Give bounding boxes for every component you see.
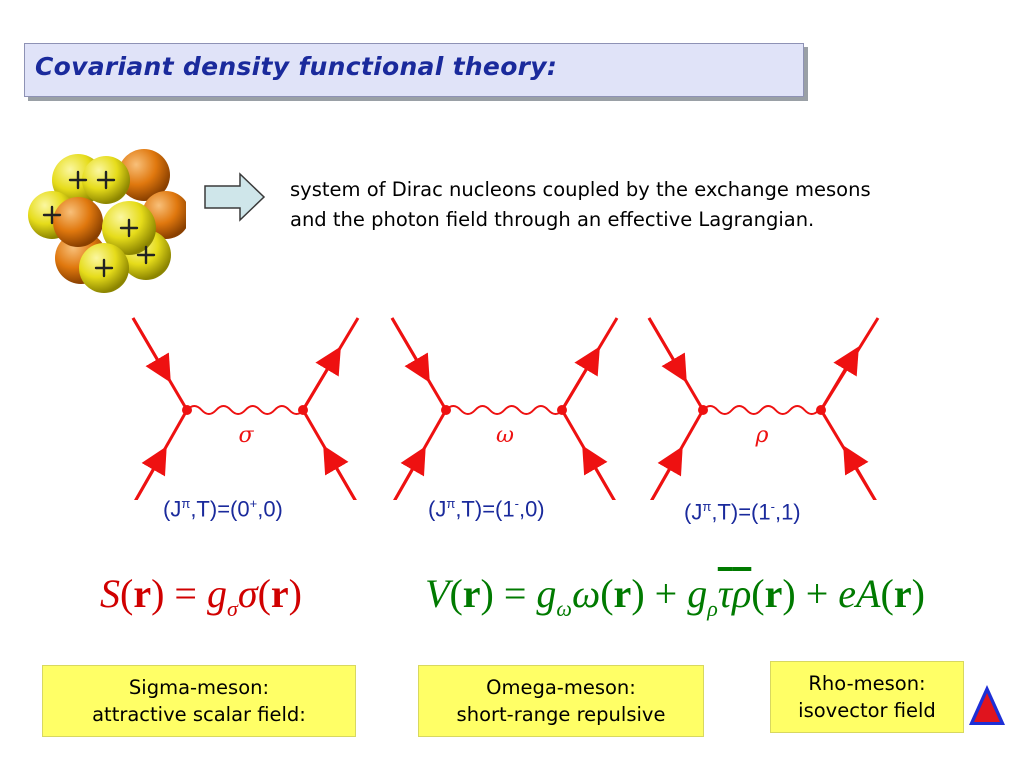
vector-field-equation: V(r) = gωω(r) + gρτρ(r) + eA(r) xyxy=(425,571,925,621)
rho-meson-note: Rho-meson: isovector field xyxy=(770,661,964,733)
omega-note-line-2: short-range repulsive xyxy=(456,703,666,726)
quantum-numbers-omega: (Jπ,T)=(1-,0) xyxy=(428,496,545,522)
meson-symbol-rho: ρ xyxy=(755,423,769,448)
navigation-triangle-icon[interactable] xyxy=(967,683,1007,727)
quantum-numbers-sigma: (Jπ,T)=(0+,0) xyxy=(163,496,283,522)
intro-line-2: and the photon field through an effectiv… xyxy=(290,208,815,231)
meson-symbol-sigma: σ xyxy=(238,423,254,448)
sigma-note-line-1: Sigma-meson: xyxy=(128,676,270,699)
rho-note-line-2: isovector field xyxy=(798,699,936,722)
omega-note-line-1: Omega-meson: xyxy=(486,676,636,699)
feynman-diagram-sigma xyxy=(131,317,360,500)
meson-symbol-omega: ω xyxy=(496,423,514,448)
intro-text: system of Dirac nucleons coupled by the … xyxy=(290,175,1010,235)
feynman-diagrams: σ ω ρ xyxy=(131,317,880,500)
intro-line-1: system of Dirac nucleons coupled by the … xyxy=(290,178,871,201)
omega-meson-note: Omega-meson: short-range repulsive xyxy=(418,665,704,737)
sigma-meson-note: Sigma-meson: attractive scalar field: xyxy=(42,665,356,737)
rho-note-line-1: Rho-meson: xyxy=(808,672,926,695)
feynman-diagram-rho xyxy=(647,317,880,500)
title-banner: Covariant density functional theory: xyxy=(24,43,804,97)
feynman-diagram-omega xyxy=(390,317,619,500)
slide-title: Covariant density functional theory: xyxy=(35,52,558,81)
scalar-field-equation: S(r) = gσσ(r) xyxy=(100,571,302,621)
nucleus-illustration-icon xyxy=(28,149,186,293)
right-arrow-icon xyxy=(204,172,266,222)
sigma-note-line-2: attractive scalar field: xyxy=(92,703,306,726)
quantum-numbers-rho: (Jπ,T)=(1-,1) xyxy=(684,499,801,525)
